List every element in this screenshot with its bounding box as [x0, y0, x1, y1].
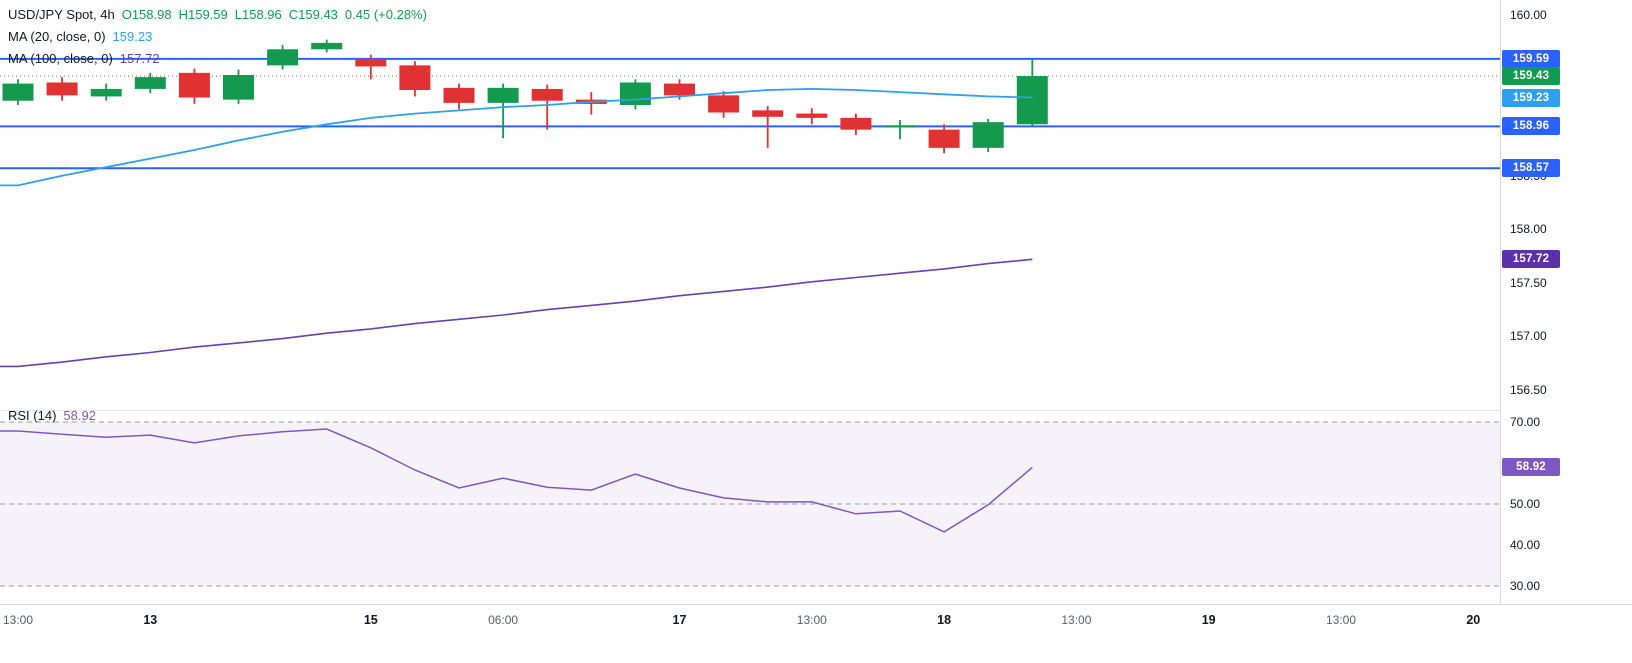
time-label-13:00: 13:00	[2, 613, 34, 627]
price-badge-159.59: 159.59	[1502, 49, 1560, 68]
candle-body	[796, 113, 828, 118]
rsi-row: RSI (14) 58.92	[8, 406, 96, 426]
candle-body	[708, 95, 740, 113]
candle-body	[972, 122, 1004, 148]
symbol-title: USD/JPY Spot, 4h	[8, 7, 115, 22]
candle-body	[311, 42, 343, 50]
chart-canvas[interactable]	[0, 0, 1500, 604]
ohlc-close: C159.43	[288, 7, 338, 22]
rsi-legend: RSI (14) 58.92	[8, 406, 96, 426]
ma100-value: 157.72	[119, 51, 160, 66]
time-label-13:00: 13:00	[1061, 613, 1092, 627]
candle-body	[355, 58, 387, 67]
ma100-label: MA (100, close, 0)	[8, 51, 113, 66]
price-badge-158.96: 158.96	[1502, 117, 1560, 136]
candle-body	[399, 65, 431, 90]
panel-separator	[0, 410, 1632, 411]
candle-body	[267, 49, 299, 66]
candle-body	[884, 125, 916, 128]
axis-tick-156.50: 156.50	[1510, 383, 1547, 397]
candle-body	[134, 77, 166, 89]
ma20-value: 159.23	[112, 29, 153, 44]
symbol-row: USD/JPY Spot, 4h O158.98 H159.59 L158.96…	[8, 4, 427, 26]
axis-tick-157.00: 157.00	[1510, 329, 1547, 344]
time-label-15: 15	[363, 613, 378, 627]
candle-body	[2, 83, 34, 101]
axis-tick-30.00: 30.00	[1510, 579, 1541, 593]
candle-body	[531, 88, 563, 101]
axis-tick-157.50: 157.50	[1510, 275, 1547, 290]
ma100-row: MA (100, close, 0) 157.72	[8, 48, 427, 70]
candle-body	[752, 110, 784, 117]
price-badge-157.72: 157.72	[1502, 250, 1560, 269]
time-label-19: 19	[1201, 613, 1216, 627]
price-badge-158.57: 158.57	[1502, 159, 1560, 178]
ma20-row: MA (20, close, 0) 159.23	[8, 26, 427, 48]
candle-body	[1016, 76, 1048, 125]
price-badge-159.43: 159.43	[1502, 67, 1560, 86]
ohlc-high: H159.59	[178, 7, 228, 22]
candle-body	[90, 88, 122, 97]
change-value: 0.45 (+0.28%)	[344, 7, 427, 22]
price-badge-58.92: 58.92	[1502, 458, 1560, 477]
rsi-value: 58.92	[63, 408, 96, 423]
ohlc-open: O158.98	[121, 7, 172, 22]
candle-body	[840, 117, 872, 130]
candle-body	[928, 129, 960, 148]
time-label-17: 17	[672, 613, 687, 627]
rsi-label: RSI (14)	[8, 408, 57, 423]
candle-body	[619, 82, 651, 105]
candle-body	[223, 75, 254, 100]
ma20-label: MA (20, close, 0)	[8, 29, 106, 44]
time-label-13: 13	[143, 613, 158, 627]
chart-legend: USD/JPY Spot, 4h O158.98 H159.59 L158.96…	[8, 4, 427, 70]
axis-tick-160.00: 160.00	[1510, 8, 1547, 22]
ohlc-low: L158.96	[234, 7, 282, 22]
ma100-line	[0, 258, 1033, 368]
time-label-13:00: 13:00	[1325, 613, 1357, 627]
price-badge-159.23: 159.23	[1502, 88, 1560, 107]
candle-body	[487, 87, 519, 103]
candle-body	[178, 72, 210, 98]
axis-tick-70.00: 70.00	[1510, 415, 1541, 429]
candle-body	[664, 83, 695, 96]
rsi-line	[0, 428, 1033, 533]
time-axis[interactable]: 13:00 13 15 06:00 17 13:00 18 13:00 19 13:00 20	[0, 604, 1632, 663]
axis-tick-40.00: 40.00	[1510, 538, 1541, 552]
axis-tick-158.00: 158.00	[1510, 222, 1547, 237]
candle-body	[443, 87, 475, 103]
ma20-line	[0, 87, 1033, 187]
time-label-06:00: 06:00	[488, 613, 519, 627]
time-label-20: 20	[1466, 613, 1481, 627]
axis-tick-50.00: 50.00	[1510, 497, 1541, 511]
price-axis[interactable]: 160.00158.50158.00157.50157.00156.5070.0…	[1500, 0, 1632, 663]
candle-body	[46, 82, 78, 96]
time-label-13:00: 13:00	[796, 613, 827, 627]
time-label-18: 18	[937, 613, 952, 627]
